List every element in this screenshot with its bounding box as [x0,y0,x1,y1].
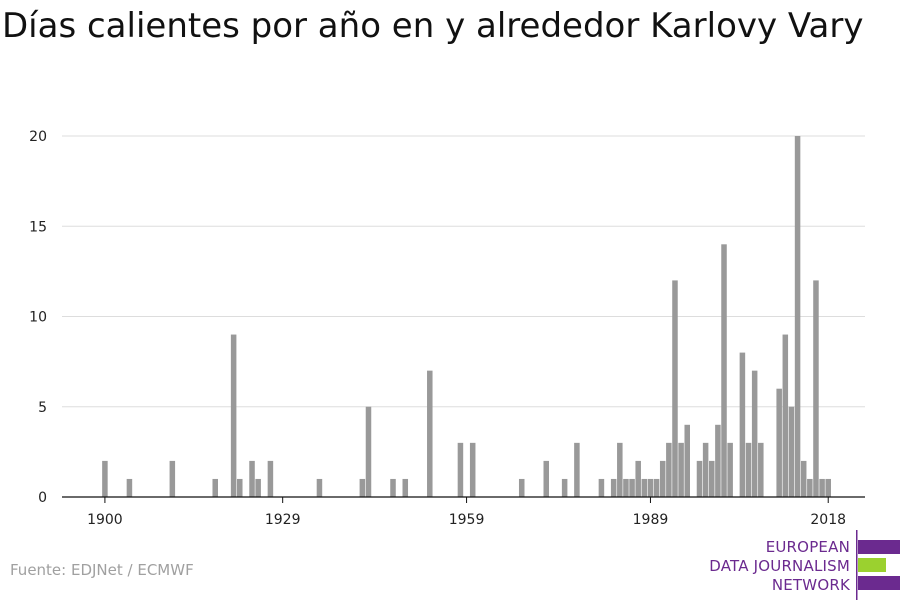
bar [598,478,605,497]
source-note: Fuente: EDJNet / ECMWF [10,561,194,579]
bar [666,442,672,497]
bar [678,442,684,497]
bar [800,460,807,497]
bar [561,478,568,497]
bar [782,334,789,497]
bar [457,442,464,497]
bar [727,442,733,497]
bar [249,460,255,497]
x-tick-labels: 1900 1929 1959 1989 2018 [87,512,846,528]
x-tick-label: 1959 [449,512,485,528]
bar [715,424,721,497]
bars [102,136,831,497]
bar [102,460,108,497]
bar [617,442,623,497]
logo-line-3: NETWORK [771,576,850,594]
bar [721,244,727,497]
bar [126,478,133,497]
bar [684,424,690,497]
bar [819,478,825,497]
bar [751,370,758,497]
logo-bar-purple-top [858,540,900,554]
y-axis: 0 5 10 15 20 [29,129,47,506]
bar [469,442,476,497]
x-axis [62,496,865,503]
x-tick-label: 1929 [265,512,301,528]
bar [739,352,746,497]
bar [316,478,323,497]
y-tick-label: 5 [38,400,47,416]
logo-bar-green [858,558,886,572]
bar [610,478,617,497]
bar [825,478,831,497]
bar [543,460,550,497]
logo-bar-purple-bottom [858,576,900,590]
bar [776,388,782,497]
bar [255,478,261,497]
bar [745,442,752,497]
bar [518,478,525,497]
y-tick-label: 10 [29,310,47,326]
y-tick-label: 0 [38,490,47,506]
bar [647,478,654,497]
bar [635,460,641,497]
y-tick-label: 15 [29,219,47,235]
bar [708,460,715,497]
bar [641,478,648,497]
bar [574,442,580,497]
bar [359,478,366,497]
bar [427,370,433,497]
bar [813,280,819,497]
logo-line-1: EUROPEAN [765,538,850,556]
bar [659,460,666,497]
logo-line-2: DATA JOURNALISM [709,557,850,575]
x-tick-label: 2018 [810,512,846,528]
bar [169,460,176,497]
chart-title: Días calientes por año en y alrededor Ka… [2,6,864,46]
bar [390,478,396,497]
logo-divider [856,530,858,600]
edjnet-logo-text: EUROPEAN DATA JOURNALISM NETWORK [709,538,850,595]
bar [237,478,243,497]
bar [267,460,274,497]
bar [212,478,219,497]
bar [629,478,635,497]
bar [402,478,409,497]
x-tick-label: 1900 [87,512,123,528]
grid-lines [62,135,865,408]
bar [788,406,795,497]
bar [758,442,764,497]
x-tick-label: 1989 [633,512,669,528]
bar [623,478,629,497]
bar [672,280,678,497]
bar [653,478,660,497]
bar [807,478,813,497]
bar [230,334,237,497]
edjnet-logo-icon [856,530,900,600]
bar [702,442,709,497]
y-tick-label: 20 [29,129,47,145]
bar [696,460,703,497]
bar [794,136,801,497]
bar [365,406,372,497]
